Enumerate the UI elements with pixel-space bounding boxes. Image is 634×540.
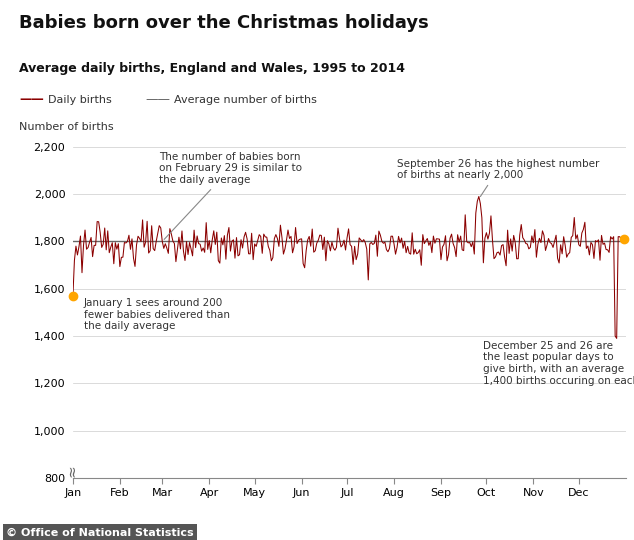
Text: ——: —— [146, 93, 171, 106]
Text: Average number of births: Average number of births [174, 95, 317, 105]
Text: December 25 and 26 are
the least popular days to
give birth, with an average
1,4: December 25 and 26 are the least popular… [483, 341, 634, 386]
Text: ≈: ≈ [64, 464, 79, 477]
Text: ——: —— [19, 93, 44, 106]
Text: January 1 sees around 200
fewer babies delivered than
the daily average: January 1 sees around 200 fewer babies d… [84, 298, 230, 332]
Text: Number of births: Number of births [19, 122, 113, 132]
Text: The number of babies born
on February 29 is similar to
the daily average: The number of babies born on February 29… [159, 152, 302, 239]
Text: © Office of National Statistics: © Office of National Statistics [6, 527, 194, 537]
Text: September 26 has the highest number
of births at nearly 2,000: September 26 has the highest number of b… [397, 159, 599, 197]
Text: Daily births: Daily births [48, 95, 112, 105]
Text: Average daily births, England and Wales, 1995 to 2014: Average daily births, England and Wales,… [19, 62, 405, 75]
Text: Babies born over the Christmas holidays: Babies born over the Christmas holidays [19, 14, 429, 31]
